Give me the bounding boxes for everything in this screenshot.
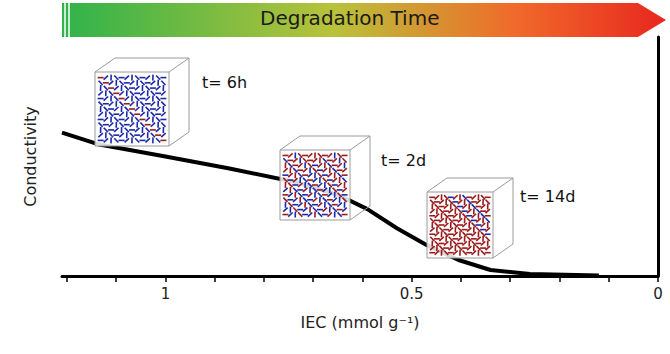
svg-text:t= 14d: t= 14d xyxy=(520,187,575,206)
svg-text:1: 1 xyxy=(161,285,171,303)
svg-text:Conductivity: Conductivity xyxy=(21,106,40,207)
svg-text:IEC (mmol g⁻¹): IEC (mmol g⁻¹) xyxy=(300,313,419,332)
svg-text:Degradation Time: Degradation Time xyxy=(260,6,439,30)
svg-text:0.5: 0.5 xyxy=(400,285,424,303)
svg-text:t= 2d: t= 2d xyxy=(381,151,426,170)
svg-text:0: 0 xyxy=(653,285,663,303)
svg-text:t= 6h: t= 6h xyxy=(202,73,247,92)
